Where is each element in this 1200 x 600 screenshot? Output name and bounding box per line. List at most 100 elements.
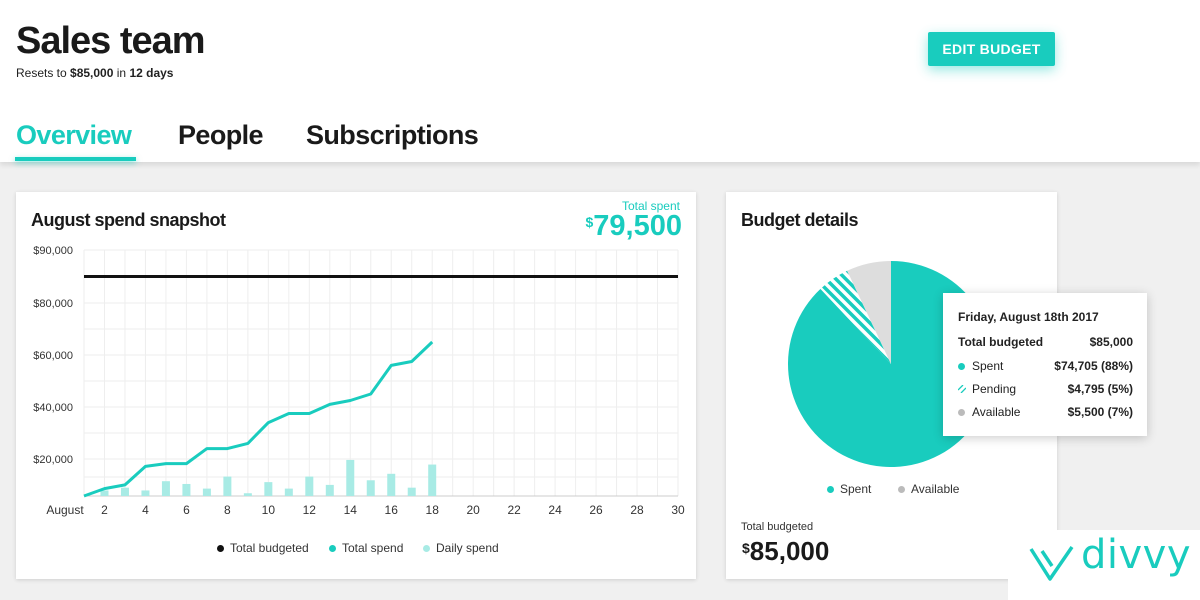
x-tick-label: 4 bbox=[142, 503, 149, 517]
daily-spend-bar bbox=[202, 488, 211, 496]
daily-spend-bar bbox=[346, 459, 355, 496]
y-tick-label: $60,000 bbox=[33, 350, 73, 362]
tooltip-available-label: Available bbox=[972, 405, 1021, 419]
page-title: Sales team bbox=[16, 20, 206, 62]
x-tick-label: August bbox=[46, 503, 84, 517]
daily-spend-bar bbox=[305, 476, 314, 496]
pie-slice-available bbox=[847, 261, 891, 364]
edit-budget-button[interactable]: EDIT BUDGET bbox=[928, 32, 1055, 66]
daily-spend-bar bbox=[428, 464, 437, 496]
pie-legend-spent-swatch bbox=[827, 485, 834, 493]
pie-legend-available: Available bbox=[898, 482, 959, 496]
x-tick-label: 12 bbox=[303, 503, 317, 517]
legend-daily-spend-label: Daily spend bbox=[436, 541, 499, 555]
daily-spend-bar bbox=[223, 476, 232, 496]
x-tick-label: 2 bbox=[101, 503, 108, 517]
tab-people[interactable]: People bbox=[178, 120, 264, 150]
reset-mid: in bbox=[113, 66, 130, 80]
x-tick-label: 16 bbox=[385, 503, 399, 517]
tooltip-spent-value: $74,705 (88%) bbox=[1054, 359, 1133, 373]
total-spent-currency: $ bbox=[585, 214, 594, 230]
tooltip-pending-hatch-icon bbox=[958, 385, 966, 393]
tooltip-available-swatch bbox=[958, 408, 965, 416]
tab-overview[interactable]: Overview bbox=[16, 120, 132, 150]
tooltip-available-value: $5,500 (7%) bbox=[1067, 405, 1133, 419]
total-spent-amount: $79,500 bbox=[586, 210, 683, 243]
reset-amount: $85,000 bbox=[70, 66, 114, 80]
legend-total-spend-swatch bbox=[329, 544, 336, 552]
x-tick-label: 28 bbox=[630, 503, 644, 517]
tooltip-total-label: Total budgeted bbox=[958, 335, 1044, 349]
tooltip-date: Friday, August 18th 2017 bbox=[958, 310, 1099, 324]
tab-subscriptions[interactable]: Subscriptions bbox=[306, 120, 479, 150]
tooltip-spent-label: Spent bbox=[972, 359, 1004, 373]
pie-tooltip: Friday, August 18th 2017 Total budgeted … bbox=[943, 293, 1147, 436]
y-tick-label: $80,000 bbox=[33, 298, 73, 310]
total-spent-label: Total spent bbox=[621, 199, 680, 213]
legend-total-budgeted-swatch bbox=[217, 544, 224, 552]
y-tick-label: $40,000 bbox=[33, 402, 73, 414]
daily-spend-bar bbox=[387, 473, 396, 496]
daily-spend-bar bbox=[264, 482, 273, 496]
spend-card-title: August spend snapshot bbox=[31, 210, 226, 230]
legend-total-budgeted-label: Total budgeted bbox=[230, 541, 309, 555]
total-spent-value: 79,500 bbox=[593, 210, 682, 242]
tooltip-available-row: Available $5,500 (7%) bbox=[958, 405, 1133, 419]
pie-legend-spent-label: Spent bbox=[840, 482, 872, 496]
divvy-logo-text: divvy bbox=[1081, 532, 1192, 578]
daily-spend-bar bbox=[100, 490, 109, 496]
spend-snapshot-card: August spend snapshot Total spent $79,50… bbox=[16, 192, 696, 579]
y-tick-label: $20,000 bbox=[33, 454, 73, 466]
x-tick-label: 10 bbox=[262, 503, 276, 517]
divvy-logo-icon bbox=[1029, 546, 1074, 581]
x-tick-label: 14 bbox=[344, 503, 358, 517]
pie-legend-spent: Spent bbox=[827, 482, 871, 496]
pie-slice-pending bbox=[820, 270, 891, 364]
tooltip-total-value: $85,000 bbox=[1089, 335, 1133, 349]
daily-spend-bar bbox=[182, 483, 191, 496]
x-tick-label: 6 bbox=[183, 503, 190, 517]
x-tick-label: 24 bbox=[548, 503, 562, 517]
pie-legend-available-swatch bbox=[898, 485, 905, 493]
legend-daily-spend-swatch bbox=[423, 544, 430, 552]
daily-spend-bar bbox=[243, 493, 252, 496]
daily-spend-bar bbox=[366, 480, 375, 496]
tooltip-pending-row: Pending $4,795 (5%) bbox=[958, 382, 1133, 396]
x-tick-label: 20 bbox=[466, 503, 480, 517]
daily-spend-bar bbox=[284, 488, 293, 496]
x-tick-label: 30 bbox=[671, 503, 685, 517]
total-budgeted-value: 85,000 bbox=[749, 536, 830, 566]
y-tick-label: $90,000 bbox=[33, 245, 73, 257]
daily-spend-bar bbox=[161, 481, 170, 496]
reset-days: 12 days bbox=[129, 66, 174, 80]
daily-spend-bar bbox=[325, 484, 334, 496]
x-tick-label: 18 bbox=[426, 503, 440, 517]
tooltip-spent-swatch bbox=[958, 362, 965, 370]
legend-total-spend-label: Total spend bbox=[342, 541, 404, 555]
total-budgeted-amount: $85,000 bbox=[742, 536, 829, 567]
daily-spend-bar bbox=[141, 490, 150, 496]
legend-total-budgeted: Total budgeted bbox=[217, 541, 309, 555]
total-budgeted-label: Total budgeted bbox=[741, 521, 814, 533]
tooltip-pending-value: $4,795 (5%) bbox=[1067, 382, 1133, 396]
legend-daily-spend: Daily spend bbox=[423, 541, 499, 555]
total-spend-line bbox=[83, 340, 434, 498]
top-header bbox=[0, 0, 1200, 162]
legend-total-spend: Total spend bbox=[329, 541, 403, 555]
total-budgeted-currency: $ bbox=[742, 540, 750, 556]
tooltip-pending-label: Pending bbox=[972, 382, 1017, 396]
x-tick-label: 8 bbox=[224, 503, 231, 517]
daily-spend-bar bbox=[120, 487, 129, 496]
x-tick-label: 26 bbox=[589, 503, 603, 517]
x-tick-label: 22 bbox=[507, 503, 521, 517]
reset-info: Resets to $85,000 in 12 days bbox=[16, 66, 173, 80]
pie-legend-available-label: Available bbox=[911, 482, 960, 496]
reset-prefix: Resets to bbox=[16, 66, 71, 80]
budget-card-title: Budget details bbox=[741, 210, 859, 230]
daily-spend-bar bbox=[407, 487, 416, 496]
active-tab-indicator bbox=[15, 157, 136, 161]
tooltip-total-row: Total budgeted $85,000 bbox=[958, 335, 1133, 349]
tooltip-spent-row: Spent $74,705 (88%) bbox=[958, 359, 1133, 373]
